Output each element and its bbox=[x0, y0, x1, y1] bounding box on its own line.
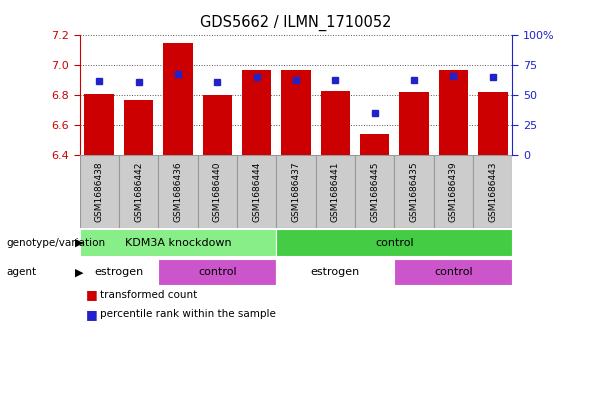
Title: GDS5662 / ILMN_1710052: GDS5662 / ILMN_1710052 bbox=[200, 15, 392, 31]
Bar bbox=[395, 259, 512, 285]
Text: control: control bbox=[375, 238, 413, 248]
Bar bbox=[478, 92, 508, 155]
Text: estrogen: estrogen bbox=[94, 267, 144, 277]
Bar bbox=[80, 259, 158, 285]
Bar bbox=[276, 230, 512, 256]
Bar bbox=[360, 134, 389, 155]
Text: control: control bbox=[198, 267, 237, 277]
Text: ■: ■ bbox=[85, 288, 97, 301]
Bar bbox=[163, 43, 193, 155]
Text: ■: ■ bbox=[85, 308, 97, 321]
Bar bbox=[316, 155, 355, 228]
Bar bbox=[434, 155, 473, 228]
Bar bbox=[80, 230, 276, 256]
Text: GSM1686438: GSM1686438 bbox=[95, 161, 104, 222]
Bar bbox=[158, 155, 197, 228]
Text: GSM1686444: GSM1686444 bbox=[252, 162, 261, 222]
Text: estrogen: estrogen bbox=[311, 267, 360, 277]
Text: GSM1686436: GSM1686436 bbox=[173, 161, 183, 222]
Bar bbox=[203, 95, 232, 155]
Text: GSM1686439: GSM1686439 bbox=[449, 161, 458, 222]
Bar bbox=[320, 91, 350, 155]
Text: agent: agent bbox=[6, 267, 36, 277]
Text: control: control bbox=[434, 267, 473, 277]
Bar bbox=[355, 155, 395, 228]
Text: GSM1686443: GSM1686443 bbox=[488, 162, 497, 222]
Bar bbox=[197, 155, 237, 228]
Text: transformed count: transformed count bbox=[100, 290, 197, 300]
Text: GSM1686435: GSM1686435 bbox=[409, 161, 419, 222]
Bar bbox=[124, 100, 153, 155]
Text: ▶: ▶ bbox=[75, 238, 84, 248]
Bar bbox=[119, 155, 158, 228]
Text: percentile rank within the sample: percentile rank within the sample bbox=[100, 309, 276, 320]
Bar bbox=[237, 155, 276, 228]
Bar bbox=[281, 70, 311, 155]
Bar bbox=[473, 155, 512, 228]
Bar bbox=[439, 70, 468, 155]
Bar bbox=[399, 92, 429, 155]
Bar bbox=[242, 70, 272, 155]
Text: GSM1686440: GSM1686440 bbox=[213, 162, 222, 222]
Text: GSM1686437: GSM1686437 bbox=[292, 161, 300, 222]
Text: ▶: ▶ bbox=[75, 267, 84, 277]
Text: GSM1686445: GSM1686445 bbox=[370, 162, 379, 222]
Bar bbox=[84, 94, 114, 155]
Bar bbox=[395, 155, 434, 228]
Bar bbox=[80, 155, 119, 228]
Text: GSM1686442: GSM1686442 bbox=[134, 162, 143, 222]
Text: genotype/variation: genotype/variation bbox=[6, 238, 105, 248]
Bar bbox=[276, 259, 395, 285]
Text: KDM3A knockdown: KDM3A knockdown bbox=[125, 238, 231, 248]
Bar bbox=[158, 259, 276, 285]
Text: GSM1686441: GSM1686441 bbox=[331, 162, 340, 222]
Bar bbox=[276, 155, 316, 228]
